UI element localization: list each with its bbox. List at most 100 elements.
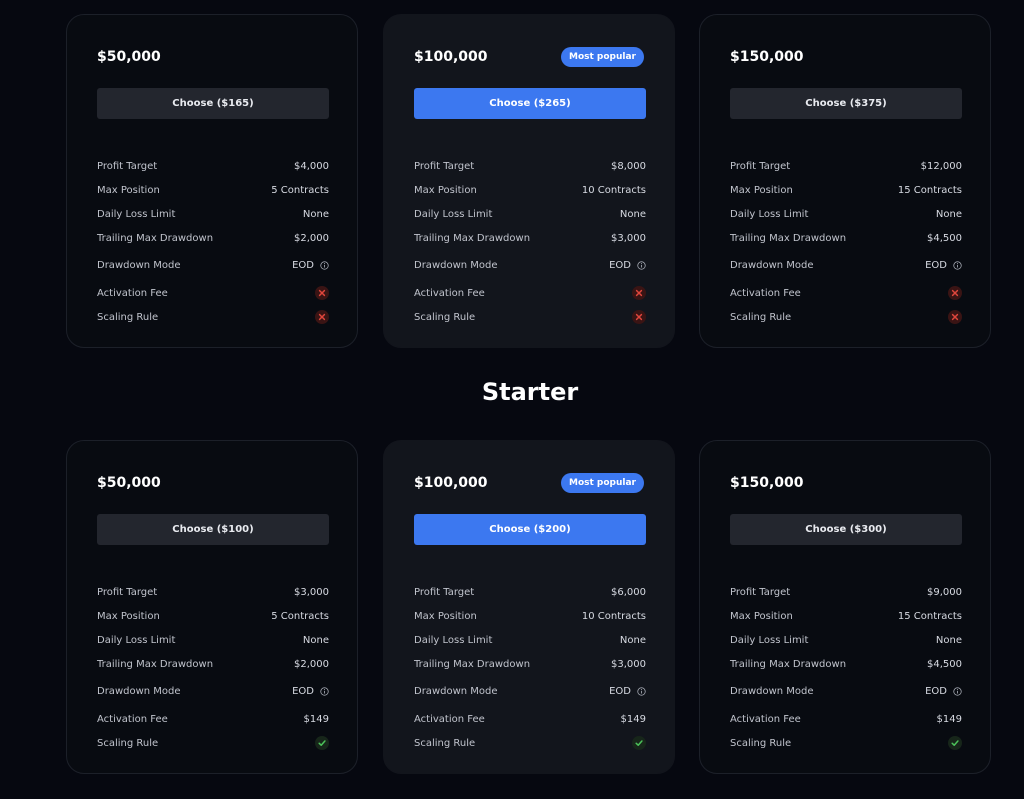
spec-value	[632, 310, 646, 324]
drawdown-mode-value: EOD	[609, 685, 631, 697]
choose-plan-button[interactable]: Choose ($300)	[730, 514, 962, 545]
spec-row-drawdown-mode: Drawdown Mode EOD	[730, 257, 962, 273]
spec-label: Activation Fee	[97, 713, 168, 725]
spec-value	[632, 736, 646, 750]
spec-row-daily-loss-limit: Daily Loss Limit None	[97, 632, 329, 648]
choose-plan-button[interactable]: Choose ($200)	[414, 514, 646, 545]
spec-row-drawdown-mode: Drawdown Mode EOD	[414, 257, 646, 273]
drawdown-mode-value: EOD	[609, 259, 631, 271]
spec-label: Trailing Max Drawdown	[414, 658, 531, 670]
spec-row-scaling-rule: Scaling Rule	[414, 735, 646, 751]
spec-row-scaling-rule: Scaling Rule	[97, 735, 329, 751]
spec-row-drawdown-mode: Drawdown Mode EOD	[97, 683, 329, 699]
spec-value: EOD	[292, 260, 329, 271]
spec-row-trailing-max-drawdown: Trailing Max Drawdown $4,500	[730, 230, 962, 246]
spec-label: Scaling Rule	[730, 737, 792, 749]
spec-value: 10 Contracts	[582, 185, 646, 196]
spec-row-drawdown-mode: Drawdown Mode EOD	[97, 257, 329, 273]
most-popular-badge: Most popular	[560, 47, 644, 67]
plan-card: $100,000 Most popular Choose ($265) Profit …	[383, 14, 675, 348]
max-position-value: 5 Contracts	[271, 610, 329, 622]
spec-row-max-position: Max Position 10 Contracts	[414, 182, 646, 198]
spec-value	[948, 310, 962, 324]
spec-row-daily-loss-limit: Daily Loss Limit None	[730, 632, 962, 648]
info-icon[interactable]	[953, 686, 962, 696]
drawdown-mode-value: EOD	[292, 259, 314, 271]
spec-label: Drawdown Mode	[730, 259, 814, 271]
spec-value: 5 Contracts	[271, 611, 329, 622]
spec-row-trailing-max-drawdown: Trailing Max Drawdown $4,500	[730, 656, 962, 672]
daily-loss-limit-value: None	[935, 634, 962, 646]
spec-label: Trailing Max Drawdown	[414, 232, 531, 244]
spec-row-daily-loss-limit: Daily Loss Limit None	[414, 632, 646, 648]
spec-label: Daily Loss Limit	[97, 208, 176, 220]
choose-plan-button[interactable]: Choose ($375)	[730, 88, 962, 119]
activation-fee-value: $149	[620, 713, 646, 725]
x-icon	[948, 310, 962, 324]
spec-label: Profit Target	[97, 160, 158, 172]
daily-loss-limit-value: None	[619, 208, 646, 220]
spec-row-activation-fee: Activation Fee	[414, 285, 646, 301]
profit-target-value: $4,000	[294, 160, 329, 172]
spec-value: EOD	[292, 686, 329, 697]
spec-label: Max Position	[97, 610, 160, 622]
max-position-value: 10 Contracts	[581, 610, 646, 622]
spec-label: Trailing Max Drawdown	[97, 658, 214, 670]
max-position-value: 5 Contracts	[271, 184, 329, 196]
spec-label: Scaling Rule	[97, 737, 159, 749]
most-popular-badge: Most popular	[560, 473, 644, 493]
spec-label: Drawdown Mode	[97, 685, 181, 697]
choose-plan-button[interactable]: Choose ($100)	[97, 514, 329, 545]
spec-label: Profit Target	[414, 586, 475, 598]
plan-card: $50,000 Choose ($100) Profit Target $3,000 M…	[66, 440, 358, 774]
spec-label: Profit Target	[414, 160, 475, 172]
spec-value: $149	[621, 714, 646, 725]
info-icon[interactable]	[320, 686, 329, 696]
spec-value: $12,000	[921, 161, 962, 172]
spec-value: None	[936, 209, 962, 220]
spec-row-scaling-rule: Scaling Rule	[730, 735, 962, 751]
plan-price: $100,000	[414, 475, 488, 491]
info-icon[interactable]	[637, 260, 646, 270]
spec-row-profit-target: Profit Target $4,000	[97, 158, 329, 174]
spec-label: Activation Fee	[730, 713, 801, 725]
spec-row-profit-target: Profit Target $12,000	[730, 158, 962, 174]
profit-target-value: $8,000	[611, 160, 646, 172]
spec-value: $149	[304, 714, 329, 725]
plan-card: $50,000 Choose ($165) Profit Target $4,000 M…	[66, 14, 358, 348]
x-icon	[948, 286, 962, 300]
spec-label: Trailing Max Drawdown	[730, 232, 847, 244]
info-icon[interactable]	[320, 260, 329, 270]
spec-label: Scaling Rule	[414, 311, 476, 323]
drawdown-mode-value: EOD	[925, 259, 947, 271]
spec-label: Profit Target	[730, 586, 791, 598]
spec-row-trailing-max-drawdown: Trailing Max Drawdown $2,000	[97, 230, 329, 246]
choose-plan-button[interactable]: Choose ($165)	[97, 88, 329, 119]
spec-value: $4,000	[294, 161, 329, 172]
spec-value: $9,000	[927, 587, 962, 598]
info-icon[interactable]	[953, 260, 962, 270]
spec-row-trailing-max-drawdown: Trailing Max Drawdown $3,000	[414, 656, 646, 672]
spec-label: Drawdown Mode	[414, 685, 498, 697]
spec-label: Drawdown Mode	[730, 685, 814, 697]
max-position-value: 15 Contracts	[897, 184, 962, 196]
plan-card: $150,000 Choose ($375) Profit Target $12,00…	[699, 14, 991, 348]
plan-price: $150,000	[730, 49, 804, 65]
spec-row-trailing-max-drawdown: Trailing Max Drawdown $3,000	[414, 230, 646, 246]
spec-value: 10 Contracts	[582, 611, 646, 622]
info-icon[interactable]	[637, 686, 646, 696]
x-icon	[632, 286, 646, 300]
spec-row-max-position: Max Position 10 Contracts	[414, 608, 646, 624]
spec-row-max-position: Max Position 15 Contracts	[730, 182, 962, 198]
spec-label: Drawdown Mode	[97, 259, 181, 271]
spec-value: 15 Contracts	[898, 185, 962, 196]
spec-label: Profit Target	[97, 586, 158, 598]
spec-label: Daily Loss Limit	[414, 208, 493, 220]
max-position-value: 10 Contracts	[581, 184, 646, 196]
spec-row-trailing-max-drawdown: Trailing Max Drawdown $2,000	[97, 656, 329, 672]
spec-label: Max Position	[97, 184, 160, 196]
choose-plan-button[interactable]: Choose ($265)	[414, 88, 646, 119]
spec-label: Drawdown Mode	[414, 259, 498, 271]
spec-label: Max Position	[730, 610, 793, 622]
plan-price: $50,000	[97, 49, 161, 65]
